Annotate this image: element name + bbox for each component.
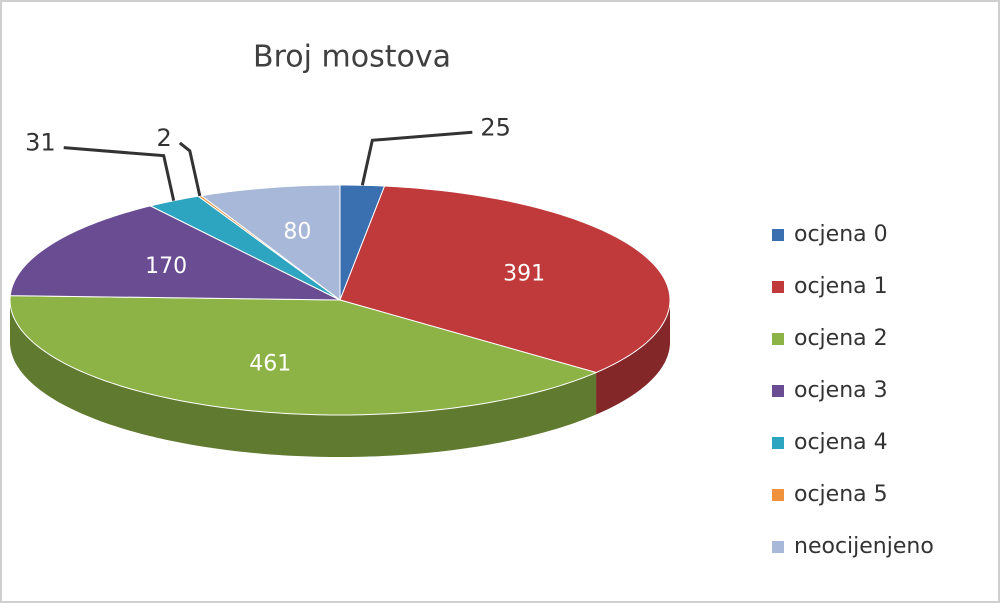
legend-label: neocijenjeno [794, 534, 934, 559]
slice [9, 205, 341, 301]
legend-swatch [772, 437, 784, 449]
legend-swatch [772, 489, 784, 501]
legend-swatch [772, 333, 784, 345]
data-label: 25 [480, 113, 511, 141]
slice [148, 195, 341, 301]
data-label: 31 [25, 129, 56, 157]
slice-side [596, 300, 670, 415]
data-label: 2 [157, 124, 172, 152]
slice [200, 184, 341, 302]
leader-line [63, 146, 176, 201]
slice [9, 295, 598, 416]
legend-label: ocjena 4 [794, 430, 888, 455]
chart-title: Broj mostova [253, 40, 451, 75]
leader-line [360, 130, 473, 186]
legend-label: ocjena 0 [794, 222, 888, 247]
legend-label: ocjena 2 [794, 326, 888, 351]
legend-swatch [772, 385, 784, 397]
data-label: 80 [283, 220, 311, 245]
slice [339, 185, 671, 374]
legend-label: ocjena 1 [794, 274, 888, 299]
legend-label: ocjena 5 [794, 482, 888, 507]
legend-swatch [772, 541, 784, 553]
slice-side [10, 300, 597, 457]
data-label: 461 [249, 352, 291, 377]
data-label: 391 [503, 262, 545, 287]
leader-line [178, 141, 202, 197]
legend-label: ocjena 3 [794, 378, 888, 403]
data-label: 170 [145, 254, 187, 279]
legend-swatch [772, 281, 784, 293]
legend-swatch [772, 229, 784, 241]
